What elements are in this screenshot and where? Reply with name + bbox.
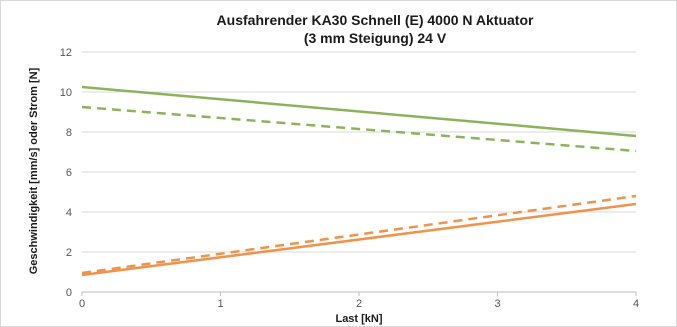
x-axis-title: Last [kN]: [335, 313, 382, 325]
y-tick-label: 4: [66, 207, 72, 219]
y-tick-label: 10: [60, 87, 72, 99]
chart-title-line-2: (3 mm Steigung) 24 V: [303, 30, 447, 46]
x-tick-label: 1: [217, 298, 223, 310]
series-line-2: [81, 105, 637, 153]
y-tick-label: 2: [66, 247, 72, 259]
y-axis-title: Geschwindigkeit [mm/s] oder Strom [N]: [28, 67, 40, 274]
y-tick-labels: 0 2 4 6 8 10 12: [60, 47, 72, 299]
x-tick-label: 4: [633, 298, 639, 310]
y-tick-label: 8: [66, 127, 72, 139]
series-line-1: [81, 85, 637, 138]
chart-title-line-1: Ausfahrender KA30 Schnell (E) 4000 N Akt…: [216, 12, 534, 28]
gridlines: [81, 51, 637, 296]
series-line-3: [81, 202, 637, 277]
y-tick-label: 12: [60, 47, 72, 59]
chart-title: Ausfahrender KA30 Schnell (E) 4000 N Akt…: [150, 11, 600, 47]
series-line-4: [81, 194, 637, 275]
y-tick-label: 0: [66, 287, 72, 299]
x-tick-label: 2: [356, 298, 362, 310]
x-tick-label: 3: [494, 298, 500, 310]
x-tick-label: 0: [79, 298, 85, 310]
x-tick-labels: 0 1 2 3 4: [79, 298, 639, 310]
y-tick-label: 6: [66, 167, 72, 179]
series-lines: [81, 85, 637, 277]
